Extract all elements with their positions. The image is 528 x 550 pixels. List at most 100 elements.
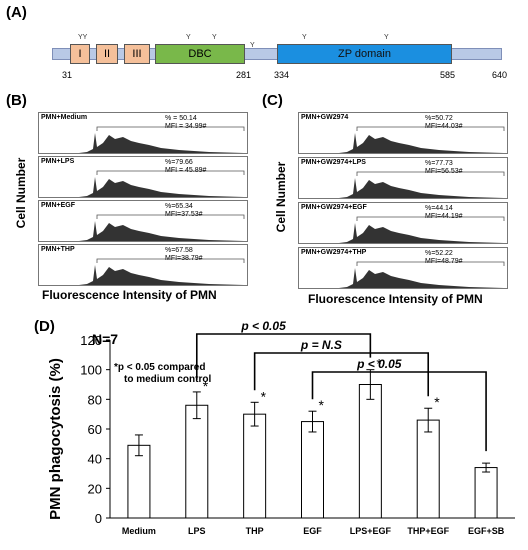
- panel-b-ylabel: Cell Number: [14, 157, 28, 229]
- significance-star: *: [203, 378, 209, 394]
- bar: [358, 384, 382, 519]
- histogram-mfi: MFI = 34.99#: [165, 123, 207, 130]
- position-281: 281: [236, 70, 252, 80]
- domain-zp: ZP domain: [277, 44, 452, 64]
- panel-c-ylabel: Cell Number: [274, 161, 288, 233]
- histogram-percent: %=52.22: [425, 250, 453, 257]
- histogram-sample-name: PMN+GW2974: [301, 114, 349, 121]
- histogram-percent: %=79.66: [165, 159, 193, 166]
- histogram: PMN+GW2974+THP %=52.22 MFI=48.79#: [298, 247, 508, 289]
- histogram-sample-name: PMN+GW2974+THP: [301, 249, 367, 256]
- x-tick-label: EGF: [303, 526, 322, 536]
- x-tick-label: THP: [246, 526, 264, 536]
- histogram: PMN+GW2974+EGF %=44.14 MFI=44.19#: [298, 202, 508, 244]
- y-tick-label: 120: [80, 333, 102, 348]
- histogram-distribution: [45, 221, 244, 241]
- histogram-sample-name: PMN+LPS: [41, 158, 75, 165]
- histogram-sample-name: PMN+GW2974+EGF: [301, 204, 367, 211]
- x-tick-label: LPS: [188, 526, 206, 536]
- glyco-site: Y: [186, 34, 191, 41]
- histogram-sample-name: PMN+EGF: [41, 202, 76, 209]
- glyco-site: Y: [250, 42, 255, 49]
- x-tick-label: THP+EGF: [407, 526, 449, 536]
- histogram-percent: %=65.34: [165, 203, 193, 210]
- y-tick-label: 100: [80, 363, 102, 378]
- significance-star: *: [434, 394, 440, 410]
- histogram: PMN+GW2974 %=50.72 MFI=44.03#: [298, 112, 508, 154]
- panel-c-xlabel: Fluorescence Intensity of PMN: [308, 292, 483, 306]
- domain-ii: II: [96, 44, 118, 64]
- histogram-percent: %=67.58: [165, 247, 193, 254]
- histogram-mfi: MFI=56.53#: [425, 168, 463, 175]
- comparison-bracket: [311, 371, 487, 452]
- histogram: PMN+THP %=67.58 MFI=38.79#: [38, 244, 248, 286]
- bar: [301, 421, 324, 519]
- y-tick-label: 40: [88, 452, 102, 467]
- bar: [243, 413, 267, 519]
- sample-size-label: N=7: [92, 331, 118, 347]
- histogram: PMN+LPS %=79.66 MFI = 45.89#: [38, 156, 248, 198]
- comparison-p-value: p < 0.05: [240, 319, 286, 333]
- significance-star: *: [261, 388, 267, 404]
- panel-d-label: (D): [34, 318, 55, 335]
- glyco-site: Y: [212, 34, 217, 41]
- glyco-site: Y: [302, 34, 307, 41]
- bar: [127, 444, 151, 519]
- histogram-percent: %=77.73: [425, 160, 453, 167]
- y-tick-label: 0: [95, 511, 102, 526]
- y-tick-label: 20: [88, 481, 102, 496]
- position-585: 585: [440, 70, 456, 80]
- domain-i: I: [70, 44, 90, 64]
- histogram-distribution: [45, 177, 244, 197]
- histogram-distribution: [45, 265, 244, 285]
- x-tick-label: Medium: [122, 526, 156, 536]
- histogram-gate: [356, 126, 505, 131]
- histogram-percent: % = 50.14: [165, 115, 197, 122]
- histogram-distribution: [305, 223, 504, 243]
- histogram-gate: [356, 216, 505, 221]
- significance-star: *: [376, 356, 382, 372]
- panel-a-label: (A): [6, 4, 27, 21]
- x-tick-label: EGF+SB: [468, 526, 505, 536]
- histogram-percent: %=44.14: [425, 205, 453, 212]
- histogram-mfi: MFI=44.19#: [425, 213, 463, 220]
- histogram-mfi: MFI=44.03#: [425, 123, 463, 130]
- histogram-distribution: [45, 133, 244, 153]
- panel-b-xlabel: Fluorescence Intensity of PMN: [42, 288, 217, 302]
- histogram-distribution: [305, 178, 504, 198]
- histogram-plot: [45, 170, 245, 197]
- histogram-gate: [96, 258, 245, 263]
- position-640: 640: [492, 70, 508, 80]
- position-31: 31: [62, 70, 73, 80]
- glyco-site: Y: [384, 34, 389, 41]
- histogram-distribution: [305, 133, 504, 153]
- y-axis-label: PMN phagocytosis (%): [47, 358, 64, 520]
- bar: [185, 404, 209, 519]
- histogram-plot: [305, 171, 505, 198]
- histogram-sample-name: PMN+Medium: [41, 114, 88, 121]
- histogram-gate: [96, 126, 245, 131]
- histogram-sample-name: PMN+GW2974+LPS: [301, 159, 366, 166]
- bar: [416, 419, 440, 519]
- histogram-percent: %=50.72: [425, 115, 453, 122]
- histogram-gate: [356, 261, 505, 266]
- histogram-mfi: MFI=38.79#: [165, 255, 203, 262]
- histogram-plot: [45, 258, 245, 285]
- glyco-site-pair: YY: [78, 34, 88, 41]
- histogram-plot: [305, 126, 505, 153]
- domain-iii: III: [124, 44, 150, 64]
- x-tick-label: LPS+EGF: [350, 526, 392, 536]
- domain-dbc: DBC: [155, 44, 245, 64]
- panel-c-label: (C): [262, 92, 283, 109]
- comparison-p-value: p = N.S: [300, 338, 342, 352]
- histogram: PMN+GW2974+LPS %=77.73 MFI=56.53#: [298, 157, 508, 199]
- y-tick-label: 60: [88, 422, 102, 437]
- panel-b-label: (B): [6, 92, 27, 109]
- significance-note: to medium control: [124, 374, 211, 385]
- comparison-bracket: [253, 352, 430, 397]
- histogram-sample-name: PMN+THP: [41, 246, 75, 253]
- histogram-gate: [96, 214, 245, 219]
- position-334: 334: [274, 70, 290, 80]
- bar: [474, 467, 498, 519]
- histogram-gate: [356, 171, 505, 176]
